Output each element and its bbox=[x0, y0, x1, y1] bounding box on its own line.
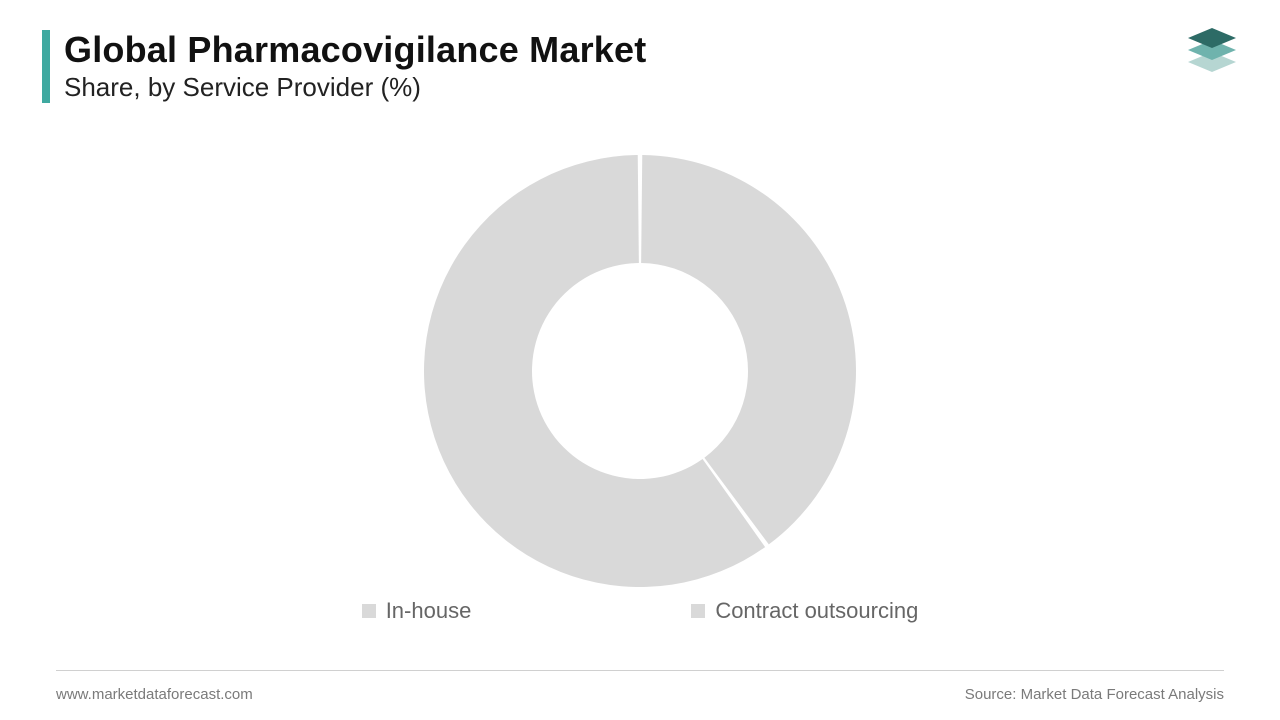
legend-item-outsourcing: Contract outsourcing bbox=[691, 598, 918, 624]
legend: In-house Contract outsourcing bbox=[0, 598, 1280, 624]
header: Global Pharmacovigilance Market Share, b… bbox=[42, 30, 646, 103]
chart-area bbox=[0, 155, 1280, 587]
titles: Global Pharmacovigilance Market Share, b… bbox=[64, 30, 646, 103]
page: Global Pharmacovigilance Market Share, b… bbox=[0, 0, 1280, 720]
footer: www.marketdataforecast.com Source: Marke… bbox=[0, 648, 1280, 720]
donut-chart bbox=[424, 155, 856, 587]
page-title: Global Pharmacovigilance Market bbox=[64, 30, 646, 70]
accent-bar bbox=[42, 30, 50, 103]
page-subtitle: Share, by Service Provider (%) bbox=[64, 72, 646, 103]
swatch-icon bbox=[691, 604, 705, 618]
legend-label: Contract outsourcing bbox=[715, 598, 918, 624]
brand-logo bbox=[1180, 20, 1244, 85]
swatch-icon bbox=[362, 604, 376, 618]
footer-url: www.marketdataforecast.com bbox=[56, 686, 253, 703]
footer-divider bbox=[56, 670, 1224, 671]
footer-source: Source: Market Data Forecast Analysis bbox=[965, 686, 1224, 703]
legend-label: In-house bbox=[386, 598, 472, 624]
legend-item-inhouse: In-house bbox=[362, 598, 472, 624]
stack-icon bbox=[1180, 20, 1244, 80]
